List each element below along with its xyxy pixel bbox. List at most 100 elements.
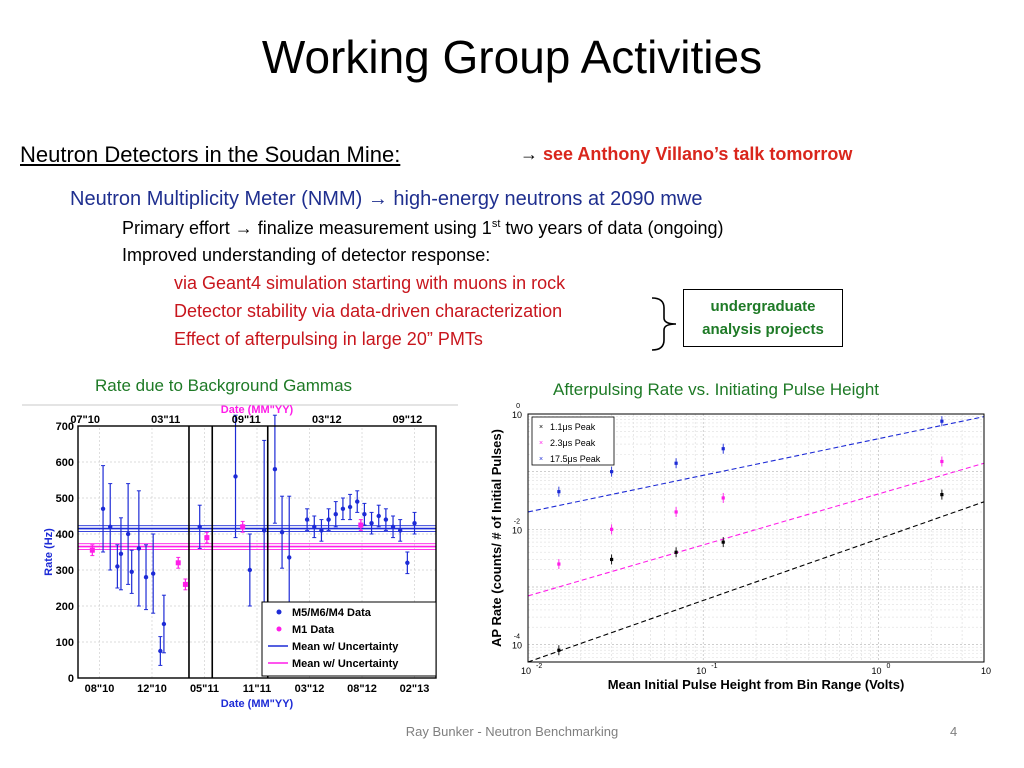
- left-chart-top-xlabel: Date (MM"YY): [221, 404, 294, 416]
- legend-3: 17.5μs Peak: [550, 454, 601, 464]
- legend-blue-data: M5/M6/M4 Data: [292, 607, 372, 619]
- left-xtick-bottom-label: 05"11: [190, 683, 219, 695]
- right-point: [610, 557, 614, 562]
- left-xtick-top-label: 07"10: [70, 414, 100, 426]
- left-point-magenta: [358, 522, 364, 528]
- right-point: [721, 496, 725, 500]
- background-gamma-rate-chart: 0 100 200 300 400 500 600 700 08"10 12"10 05"11 11…: [22, 404, 458, 710]
- sub-item-afterpulsing: Effect of afterpulsing in large 20” PMTs: [174, 329, 483, 349]
- left-chart-yticks: 0 100 200 300 400 500 600 700: [56, 421, 74, 685]
- left-point-blue: [279, 530, 285, 535]
- left-point-blue: [125, 531, 131, 537]
- left-point-blue: [143, 575, 149, 580]
- right-fit-line: [527, 416, 985, 513]
- left-ytick-label: 0: [68, 673, 74, 685]
- left-xtick-top-label: 09"12: [393, 414, 423, 426]
- left-point-blue: [383, 517, 389, 522]
- primary-effort-line: Primary effort → finalize measurement us…: [122, 218, 724, 239]
- left-xtick-bottom-label: 02"13: [400, 683, 430, 695]
- legend-magenta-marker: [276, 626, 282, 632]
- left-chart-frame: [77, 425, 437, 679]
- left-ytick-label: 100: [56, 637, 74, 649]
- legend-blue-mean: Mean w/ Uncertainty: [292, 641, 399, 653]
- right-point: [940, 459, 944, 464]
- left-point-blue: [233, 474, 238, 479]
- left-point-blue: [412, 521, 417, 526]
- left-point-blue: [319, 528, 324, 533]
- left-xtick-bottom-label: 08"10: [85, 683, 115, 695]
- left-chart-dividers: [188, 426, 269, 678]
- left-point-blue: [362, 512, 367, 517]
- right-fit-line: [527, 462, 985, 597]
- footer-text: Ray Bunker - Neutron Benchmarking: [405, 724, 619, 739]
- right-xtick-exp: -1: [711, 663, 717, 670]
- right-chart-title: Afterpulsing Rate vs. Initiating Pulse H…: [553, 380, 880, 399]
- left-point-blue: [136, 546, 142, 551]
- left-point-magenta: [89, 547, 95, 553]
- right-chart-fit-lines: [527, 416, 985, 663]
- legend-marker-3: ×: [539, 456, 543, 463]
- left-ytick-label: 700: [56, 421, 74, 433]
- right-point: [674, 461, 678, 465]
- left-point-blue: [376, 513, 381, 519]
- left-legend-box: [261, 601, 437, 677]
- right-point: [721, 447, 725, 451]
- left-ytick-label: 500: [56, 493, 74, 505]
- left-xtick-top-label: 03"12: [312, 414, 342, 426]
- left-xtick-top-label: 09"11: [232, 414, 261, 426]
- right-chart-grid: [527, 413, 985, 663]
- left-point-blue: [261, 528, 267, 533]
- right-chart-legend: × 1.1μs Peak × 2.3μs Peak × 17.5μs Peak: [531, 416, 615, 466]
- left-xtick-top-label: 03"11: [151, 414, 180, 426]
- right-ytick-exp: -2: [514, 518, 520, 525]
- right-ytick-base: 10: [512, 410, 522, 420]
- left-point-blue: [390, 524, 396, 529]
- left-point-blue: [247, 567, 253, 573]
- left-chart-legend: M5/M6/M4 Data M1 Data Mean w/ Uncertaint…: [261, 601, 437, 677]
- left-point-blue: [287, 555, 292, 560]
- legend-magenta-data: M1 Data: [292, 624, 335, 636]
- left-point-blue: [108, 524, 113, 529]
- left-xtick-bottom-label: 12"10: [137, 683, 167, 695]
- left-point-magenta: [204, 535, 210, 541]
- page-number: 4: [950, 724, 958, 739]
- right-point: [610, 470, 614, 474]
- left-point-blue: [161, 621, 167, 627]
- left-point-magenta: [182, 581, 188, 587]
- legend-marker-1: ×: [539, 424, 543, 431]
- right-legend-box: [531, 416, 615, 466]
- right-point: [557, 648, 561, 652]
- brace-icon: [651, 297, 677, 351]
- right-point: [674, 550, 678, 554]
- primary-effort-sup: st: [491, 218, 501, 230]
- left-point-magenta: [240, 524, 246, 530]
- right-xtick-exp: -2: [536, 663, 542, 670]
- left-point-blue: [150, 571, 156, 576]
- right-ytick-base: 10: [512, 641, 522, 651]
- left-chart-points: [89, 414, 417, 666]
- right-xtick-base: 10: [981, 666, 991, 676]
- right-chart-ylabel: AP Rate (counts/ # of Initial Pulses): [489, 429, 504, 647]
- right-point: [610, 527, 614, 531]
- right-point: [674, 510, 678, 514]
- right-point: [721, 540, 725, 544]
- left-point-blue: [312, 524, 317, 529]
- primary-effort-pre: Primary effort → finalize measurement us…: [122, 218, 492, 238]
- left-point-blue: [340, 506, 346, 511]
- legend-magenta-mean: Mean w/ Uncertainty: [292, 658, 399, 670]
- left-ytick-label: 300: [56, 565, 74, 577]
- right-xtick-exp: 0: [886, 663, 890, 670]
- right-xtick-base: 10: [521, 666, 531, 676]
- left-point-blue: [129, 569, 134, 574]
- right-point: [557, 490, 561, 494]
- left-chart-xticks-bottom: 08"10 12"10 05"11 11"11 03"12 08"12 02"13: [85, 683, 430, 695]
- box-line-2: analysis projects: [702, 321, 824, 338]
- talk-reference-text: see Anthony Villano’s talk tomorrow: [543, 144, 853, 164]
- right-chart-points: [557, 416, 944, 656]
- left-chart-title: Rate due to Background Gammas: [95, 376, 353, 395]
- primary-effort-post: two years of data (ongoing): [500, 218, 724, 238]
- improved-line: Improved understanding of detector respo…: [122, 245, 491, 265]
- left-ytick-label: 200: [56, 601, 74, 613]
- right-chart-xlabel: Mean Initial Pulse Height from Bin Range…: [608, 677, 905, 692]
